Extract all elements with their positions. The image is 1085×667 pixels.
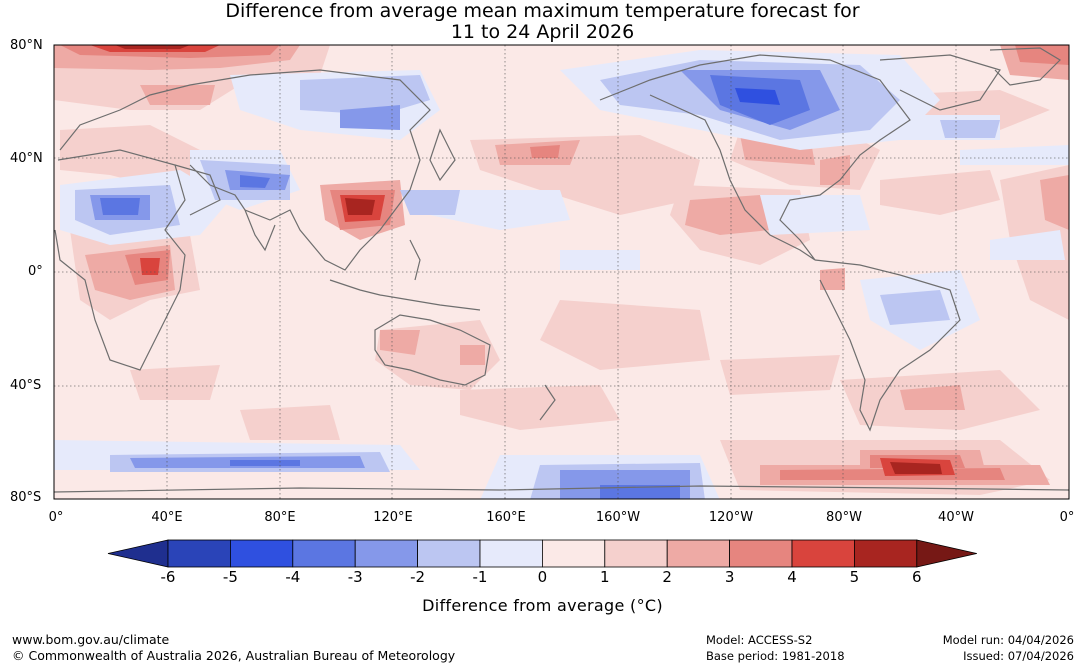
lat-label-40s: 40°S <box>10 378 42 393</box>
footer-issued: Issued: 07/04/2026 <box>963 649 1074 663</box>
colorbar-swatch <box>791 539 855 568</box>
lon-label-160w: 160°W <box>595 510 641 525</box>
map-frame <box>53 44 1070 500</box>
colorbar-swatch <box>417 539 481 568</box>
footer-model: Model: ACCESS-S2 <box>706 633 813 647</box>
anomaly-below-minus-4 <box>735 88 780 105</box>
footer-base-period: Base period: 1981-2018 <box>706 649 845 663</box>
lon-label-120e: 120°E <box>373 510 413 525</box>
colorbar-extend-high <box>916 539 977 568</box>
colorbar-tick-label: -4 <box>285 568 301 586</box>
colorbar-tick-label: -5 <box>222 568 238 586</box>
colorbar-swatch <box>229 539 294 568</box>
coastlines <box>54 47 1069 493</box>
lon-label-40e: 40°E <box>151 510 183 525</box>
colorbar-tick-label: 4 <box>787 568 797 586</box>
graticule <box>54 45 1069 499</box>
colorbar-swatch <box>167 539 231 568</box>
colorbar-tick-label: 1 <box>600 568 610 586</box>
colorbar-extend-low <box>107 539 169 568</box>
colorbar-swatch <box>604 539 668 568</box>
anomaly-above-6 <box>115 45 942 474</box>
title-line-2: 11 to 24 April 2026 <box>450 21 635 43</box>
colorbar-tick-label: 5 <box>849 568 860 586</box>
lon-label-0-left: 0° <box>48 510 64 525</box>
colorbar-tick-label: -3 <box>347 568 363 586</box>
lat-label-40n: 40°N <box>10 151 43 166</box>
colorbar-swatch <box>666 539 731 568</box>
colorbar-tick-label: 6 <box>912 568 922 586</box>
colorbar-label: Difference from average (°C) <box>422 596 663 615</box>
title-line-1: Difference from average mean maximum tem… <box>225 0 860 22</box>
forecast-map <box>53 44 1070 500</box>
colorbar-tick-label: 3 <box>724 568 735 586</box>
colorbar-swatch <box>479 539 543 568</box>
colorbar-swatch <box>542 539 606 568</box>
colorbar-tick-label: -6 <box>160 568 176 586</box>
colorbar-swatch <box>354 539 419 568</box>
footer-copyright: © Commonwealth of Australia 2026, Austra… <box>12 648 456 663</box>
lat-label-80s: 80°S <box>10 490 42 505</box>
lat-label-equator: 0° <box>28 264 43 279</box>
colorbar-tick-label: -2 <box>410 568 426 586</box>
lon-label-160e: 160°E <box>486 510 526 525</box>
lon-label-40w: 40°W <box>938 510 974 525</box>
colorbar-tick-label: -1 <box>472 568 488 586</box>
lon-label-80w: 80°W <box>826 510 862 525</box>
footer-model-run: Model run: 04/04/2026 <box>942 633 1074 647</box>
lon-label-120w: 120°W <box>708 510 754 525</box>
colorbar-swatch <box>854 539 918 568</box>
colorbar-tick-label: 0 <box>537 568 548 586</box>
colorbar-swatch <box>729 539 793 568</box>
footer-website[interactable]: www.bom.gov.au/climate <box>12 632 170 647</box>
colorbar-tick-label: 2 <box>662 568 672 586</box>
colorbar-swatch <box>292 539 356 568</box>
lon-label-0-right: 0° <box>1059 510 1075 525</box>
lat-label-80n: 80°N <box>10 38 43 53</box>
lon-label-80e: 80°E <box>264 510 296 525</box>
